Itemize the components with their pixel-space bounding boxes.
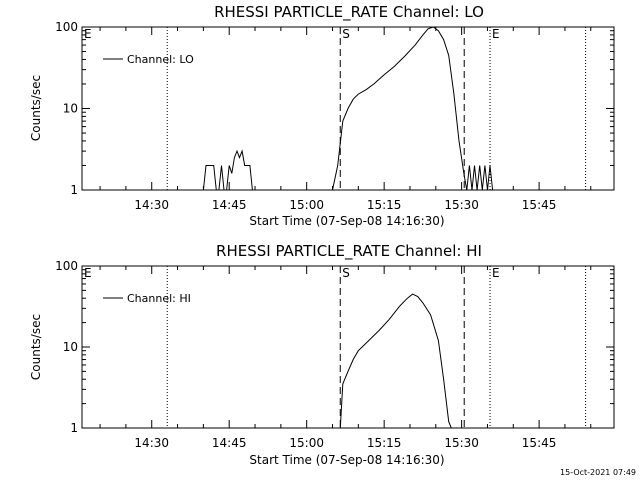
x-tick-label: 14:45 <box>212 436 247 450</box>
y-tick-label: 10 <box>63 102 78 116</box>
x-tick-label: 15:00 <box>289 436 324 450</box>
series-line <box>202 165 217 191</box>
x-tick-label: 15:15 <box>367 198 402 212</box>
time-marker-label: S <box>342 27 350 41</box>
y-ticks: 1 10 100 <box>55 20 614 197</box>
y-tick-label: 100 <box>55 259 78 273</box>
legend: Channel: HI <box>103 292 191 305</box>
x-axis-label: Start Time (07-Sep-08 14:16:30) <box>249 453 444 467</box>
x-ticks: 14:30 14:45 15:00 15:15 15:30 15:45 <box>99 27 592 212</box>
time-marker-label: E <box>492 27 500 41</box>
x-tick-label: 15:45 <box>522 436 557 450</box>
legend-label: Channel: LO <box>127 53 194 66</box>
chart-title: RHESSI PARTICLE_RATE Channel: HI <box>216 242 482 261</box>
series-line <box>466 165 494 191</box>
y-tick-label: 10 <box>63 340 78 354</box>
series-lines <box>339 293 452 429</box>
x-tick-label: 15:15 <box>367 436 402 450</box>
y-tick-label: 1 <box>70 421 78 435</box>
series-line <box>218 165 225 191</box>
timestamp: 15-Oct-2021 07:49 <box>560 468 636 477</box>
series-lines <box>202 26 494 191</box>
x-tick-label: 15:30 <box>444 198 479 212</box>
series-line <box>339 293 452 429</box>
y-ticks: 1 10 100 <box>55 259 614 435</box>
y-tick-label: 1 <box>70 183 78 197</box>
time-marker-label: E <box>84 27 92 41</box>
y-axis-label: Counts/sec <box>29 314 43 380</box>
x-axis-label: Start Time (07-Sep-08 14:16:30) <box>249 214 444 228</box>
legend: Channel: LO <box>103 53 194 66</box>
x-tick-label: 14:30 <box>134 436 169 450</box>
chart-title: RHESSI PARTICLE_RATE Channel: LO <box>214 3 484 22</box>
x-tick-label: 15:00 <box>289 198 324 212</box>
x-tick-label: 14:30 <box>134 198 169 212</box>
x-tick-label: 15:45 <box>522 198 557 212</box>
y-tick-label: 100 <box>55 20 78 34</box>
plot-frame <box>81 265 615 429</box>
panel-hi: RHESSI PARTICLE_RATE Channel: HI E S E 1 10… <box>29 242 615 467</box>
time-marker-label: E <box>492 266 500 280</box>
time-marker-label: E <box>84 266 92 280</box>
legend-label: Channel: HI <box>127 292 191 305</box>
x-ticks: 14:30 14:45 15:00 15:15 15:30 15:45 <box>99 266 592 450</box>
x-tick-label: 14:45 <box>212 198 247 212</box>
series-line <box>226 149 253 191</box>
series-line <box>332 26 468 191</box>
x-tick-label: 15:30 <box>444 436 479 450</box>
time-marker-label: S <box>342 266 350 280</box>
y-axis-label: Counts/sec <box>29 75 43 141</box>
panel-lo: RHESSI PARTICLE_RATE Channel: LO E S E 1 10… <box>29 3 615 228</box>
